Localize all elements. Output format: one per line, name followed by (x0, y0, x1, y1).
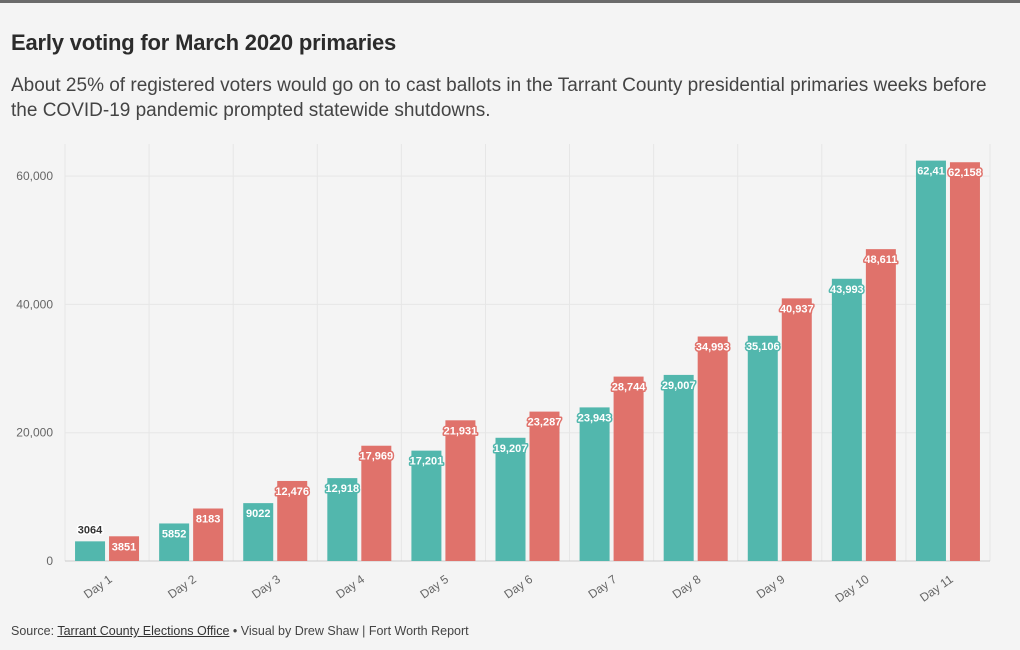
value-label-series-a: 9022 (246, 508, 270, 520)
bar-series-a (663, 374, 694, 561)
y-tick-label: 0 (46, 554, 53, 568)
value-label-series-a: 17,201 (410, 456, 444, 468)
value-label-series-a: 12,918 (325, 483, 359, 495)
value-label-series-a: 19,207 (494, 443, 528, 455)
value-label-series-b: 21,931 (444, 425, 478, 437)
chart-title: Early voting for March 2020 primaries (11, 30, 397, 55)
bar-series-a (579, 407, 610, 561)
x-tick-label: Day 4 (333, 572, 367, 602)
value-label-series-a: 43,993 (830, 284, 864, 296)
value-label-series-b: 34,993 (696, 342, 730, 354)
top-rule (0, 0, 1020, 3)
bar-series-a (411, 450, 442, 561)
bar-series-a (243, 503, 274, 561)
bar-series-b (697, 336, 728, 561)
value-label-series-a: 23,943 (578, 412, 612, 424)
bar-series-b (781, 298, 812, 561)
bar-series-b (613, 376, 644, 561)
bar-series-b (277, 480, 308, 561)
bar-series-a (747, 335, 778, 561)
bar-series-b (109, 536, 140, 561)
value-label-series-b: 40,937 (780, 303, 814, 315)
value-label-series-a: 5852 (162, 528, 186, 540)
bar-series-b (193, 508, 224, 561)
x-tick-label: Day 9 (754, 572, 788, 602)
credit-text: • Visual by Drew Shaw | Fort Worth Repor… (232, 624, 469, 638)
value-label-series-a: 3064 (78, 524, 103, 536)
bar-series-b (445, 420, 476, 561)
y-tick-label: 40,000 (16, 297, 53, 311)
bar-chart: 0 20,000 40,000 60,000 Day 1 Day 2 Day 3 Day 4 D… (16, 144, 991, 605)
value-label-series-b: 28,744 (612, 382, 647, 394)
y-tick-label: 60,000 (16, 169, 53, 183)
x-tick-label: Day 11 (917, 572, 956, 605)
x-tick-label: Day 5 (417, 572, 451, 602)
value-label-series-b: 62,158 (948, 167, 982, 179)
bar-series-a (915, 160, 946, 561)
source-link[interactable]: Tarrant County Elections Office (57, 624, 230, 638)
chart-subtitle: About 25% of registered voters would go … (11, 75, 987, 121)
value-label-series-b: 48,611 (864, 254, 897, 266)
x-tick-label: Day 1 (81, 572, 115, 602)
bar-series-b (361, 445, 392, 561)
bar-series-a (327, 478, 358, 561)
x-tick-label: Day 6 (502, 572, 536, 602)
axis-layer: 0 20,000 40,000 60,000 Day 1 Day 2 Day 3 Day 4 D… (16, 169, 956, 605)
bar-series-b (949, 162, 980, 561)
x-tick-label: Day 10 (832, 572, 871, 605)
value-label-series-b: 12,476 (275, 486, 309, 498)
footer: Source: Tarrant County Elections Office … (11, 624, 469, 638)
value-label-series-b: 8183 (196, 514, 220, 526)
value-label-series-a: 35,106 (746, 341, 780, 353)
value-label-series-a: 62,41 (917, 166, 945, 178)
bar-series-a (75, 541, 106, 561)
value-label-series-a: 29,007 (662, 380, 696, 392)
bar-series-a (159, 523, 190, 561)
bar-series-b (865, 249, 896, 562)
bar-series-a (495, 437, 526, 561)
bar-layer (75, 160, 980, 562)
x-tick-label: Day 2 (165, 572, 199, 602)
x-tick-label: Day 3 (249, 572, 283, 602)
x-tick-label: Day 8 (670, 572, 704, 602)
value-label-series-b: 23,287 (528, 417, 562, 429)
value-label-series-b: 17,969 (359, 451, 393, 463)
value-label-layer: 3064 3851 5852 8183 9022 12,476 12,918 17,969 17… (76, 164, 983, 555)
source-prefix: Source: (11, 624, 55, 638)
bar-series-b (529, 411, 560, 561)
bar-series-a (831, 278, 862, 561)
value-label-series-b: 3851 (112, 541, 136, 553)
x-tick-label: Day 7 (586, 572, 620, 602)
y-tick-label: 20,000 (16, 426, 53, 440)
